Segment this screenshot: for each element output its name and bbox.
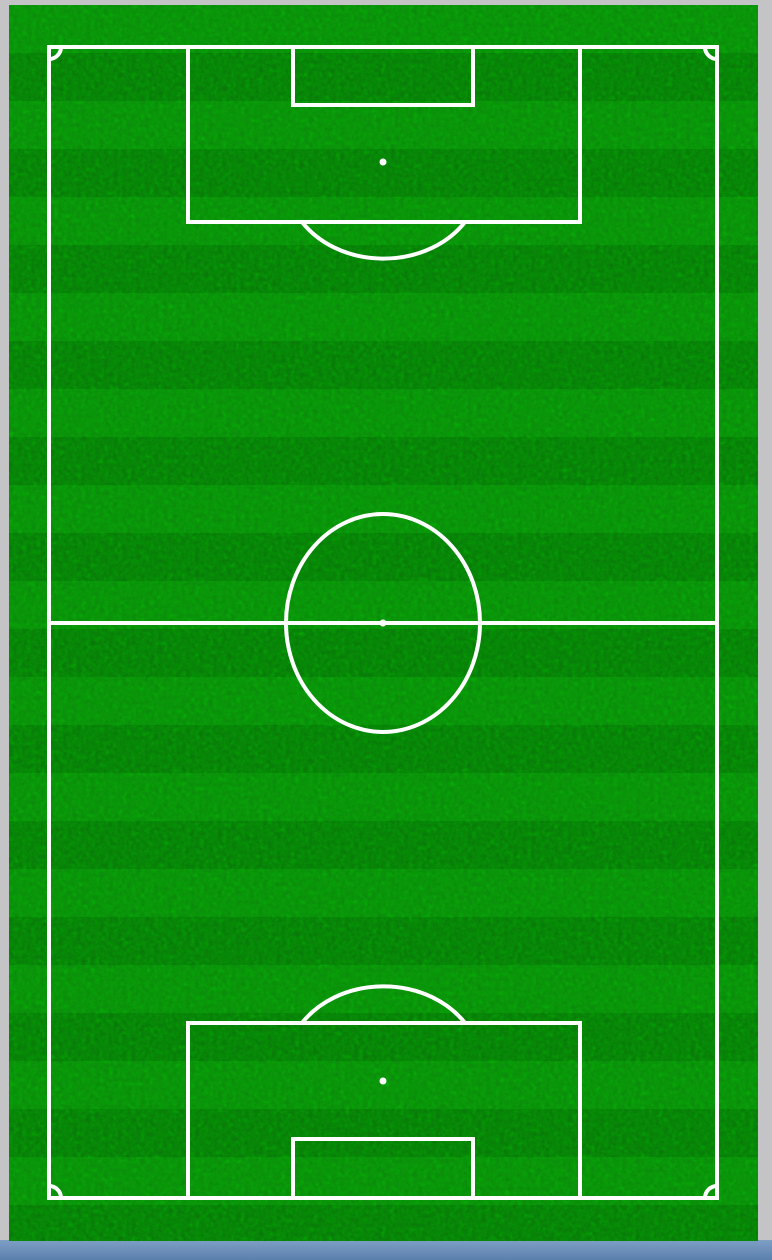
window-bottom-edge	[0, 1240, 772, 1260]
goal-area-bottom	[291, 1137, 475, 1200]
penalty-arc-bottom	[300, 984, 467, 1025]
corner-arc-bottom-left	[48, 1184, 63, 1199]
penalty-spot-bottom	[379, 1077, 387, 1085]
penalty-arc-top	[300, 220, 467, 261]
corner-arc-bottom-right	[703, 1184, 718, 1199]
corner-arc-top-right	[703, 46, 718, 61]
soccer-pitch[interactable]	[9, 5, 758, 1241]
corner-arc-top-left	[48, 46, 63, 61]
pitch-markings	[47, 45, 719, 1200]
penalty-spot-top	[379, 158, 387, 166]
center-spot	[379, 619, 387, 627]
pitch-canvas	[9, 5, 758, 1241]
center-circle	[284, 512, 482, 734]
goal-area-top	[291, 45, 475, 107]
